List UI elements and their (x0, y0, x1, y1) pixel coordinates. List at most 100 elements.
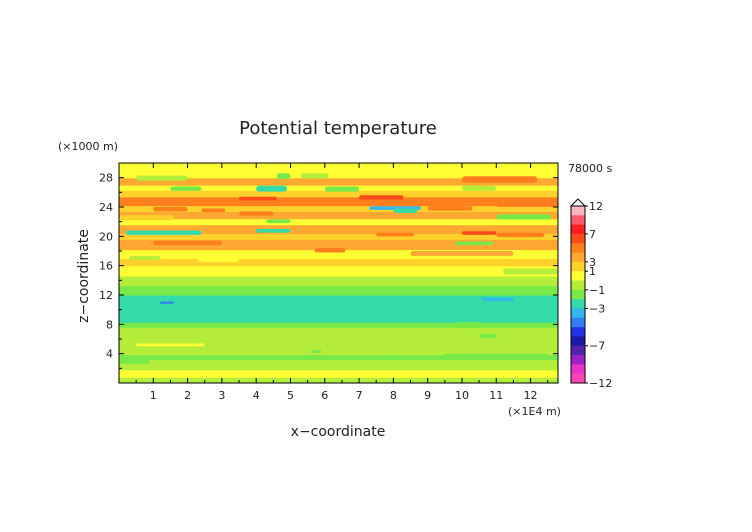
x-tick-label-9: 9 (424, 389, 431, 402)
contour-patch-6 (300, 173, 329, 179)
contour-patch-0 (256, 185, 288, 192)
contour-patch-11 (427, 206, 473, 211)
x-axis-title: x−coordinate (291, 424, 386, 440)
colorbar-segment-6 (571, 261, 585, 272)
colorbar: 12 7 31 −1 −3 −7 −12 (569, 198, 612, 390)
y-tick-label-28: 28 (99, 172, 113, 185)
contour-patch-18 (256, 229, 291, 233)
contour-patch-36 (136, 343, 205, 347)
contour-patch-23 (376, 232, 414, 237)
band-21 (119, 190, 558, 198)
contour-patch-25 (129, 256, 161, 260)
colorbar-segment-14 (571, 336, 585, 347)
band-17 (119, 218, 558, 226)
y-tick-label-4: 4 (106, 348, 113, 361)
contour-patch-4 (276, 173, 291, 180)
colorbar-segment-2 (571, 224, 585, 235)
contour-patch-31 (503, 268, 558, 275)
band-7 (119, 302, 558, 323)
band-15 (119, 233, 558, 240)
colorbar-extend-arrow (569, 198, 587, 207)
band-3 (119, 354, 558, 361)
contour-patch-7 (461, 176, 538, 183)
y-tick-label-16: 16 (99, 260, 113, 273)
colorbar-label-6: −7 (589, 340, 605, 353)
time-label: 78000 s (568, 162, 612, 175)
contour-patch-35 (479, 333, 497, 339)
x-tick-label-7: 7 (356, 389, 363, 402)
contour-patch-22 (239, 211, 274, 216)
colorbar-label-4: −1 (589, 284, 605, 297)
colorbar-label-2: 3 (589, 256, 596, 269)
band-11 (119, 265, 558, 277)
band-19 (119, 205, 558, 212)
contour-patch-8 (359, 195, 404, 200)
band-4 (119, 346, 558, 355)
contour-patch-26 (197, 256, 240, 262)
x-tick-label-4: 4 (253, 389, 260, 402)
colorbar-segment-7 (571, 271, 585, 281)
band-8 (119, 295, 558, 303)
contour-patch-17 (125, 230, 202, 235)
colorbar-frame (570, 205, 586, 384)
x-tick-label-10: 10 (455, 389, 469, 402)
contour-patch-30 (119, 215, 174, 221)
y-axis: 4 8 12 16 20 24 28 (99, 172, 558, 369)
band-14 (119, 239, 558, 251)
y-axis-title: z−coordinate (76, 229, 92, 323)
contour-patch-10 (393, 208, 418, 213)
colorbar-segment-1 (571, 215, 585, 225)
x-tick-label-8: 8 (390, 389, 397, 402)
band-12 (119, 258, 558, 267)
y-tick-label-8: 8 (106, 318, 113, 331)
band-6 (119, 322, 558, 328)
contour-patch-33 (482, 297, 514, 301)
contour-patch-2 (324, 186, 360, 192)
colorbar-label-0: 12 (589, 200, 603, 213)
contour-patch-38 (383, 355, 397, 359)
contour-patch-34 (455, 322, 483, 328)
contour-patch-40 (119, 360, 150, 364)
colorbar-segment-10 (571, 299, 585, 309)
colorbar-label-1: 7 (589, 228, 596, 241)
y-tick-label-20: 20 (99, 230, 113, 243)
band-10 (119, 275, 558, 287)
contour-patch-29 (314, 248, 346, 253)
band-16 (119, 224, 558, 234)
y-tick-label-12: 12 (99, 289, 113, 302)
y-unit-label: (×1000 m) (58, 140, 118, 153)
colorbar-segment-17 (571, 364, 585, 374)
colorbar-segment-5 (571, 252, 585, 263)
colorbar-segment-18 (571, 373, 585, 384)
contour-patch-13 (496, 203, 558, 207)
band-25 (119, 163, 558, 171)
band-24 (119, 170, 558, 179)
contour-patch-39 (444, 353, 548, 357)
band-23 (119, 177, 558, 186)
band-1 (119, 369, 558, 378)
x-tick-label-3: 3 (218, 389, 225, 402)
x-tick-label-5: 5 (287, 389, 294, 402)
contour-patch-19 (455, 241, 493, 246)
contour-patch-12 (496, 214, 552, 220)
x-tick-label-2: 2 (184, 389, 191, 402)
colorbar-segment-12 (571, 317, 585, 328)
colorbar-segment-4 (571, 243, 585, 253)
colorbar-segment-8 (571, 280, 585, 291)
contour-patch-37 (311, 350, 322, 353)
colorbar-segment-13 (571, 327, 585, 337)
contour-patch-32 (160, 301, 174, 304)
colorbar-segment-11 (571, 308, 585, 319)
x-tick-label-1: 1 (150, 389, 157, 402)
band-13 (119, 249, 558, 259)
colorbar-label-3: 1 (589, 265, 596, 278)
band-20 (119, 196, 558, 207)
x-tick-label-11: 11 (489, 389, 503, 402)
plot-area (119, 163, 558, 383)
y-tick-label-24: 24 (99, 201, 113, 214)
band-0 (119, 377, 558, 383)
x-tick-label-6: 6 (321, 389, 328, 402)
contour-patch-15 (239, 196, 277, 201)
x-tick-label-12: 12 (524, 389, 538, 402)
x-unit-label: (×1E4 m) (508, 405, 561, 418)
